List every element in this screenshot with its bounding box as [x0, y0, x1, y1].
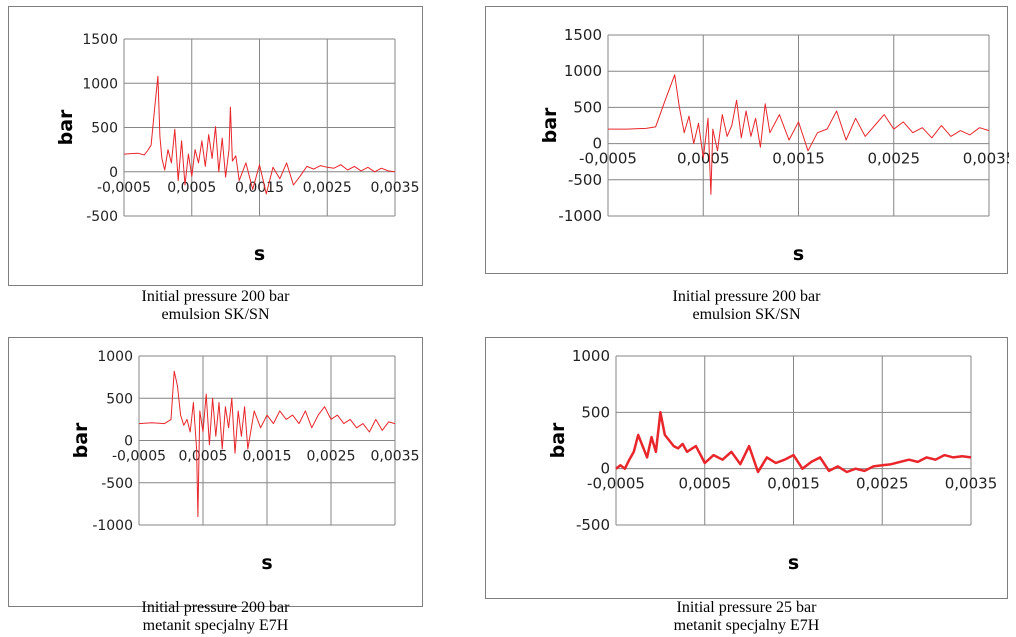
x-tick-label: -0,0005: [579, 150, 637, 168]
y-tick-label: -500: [576, 516, 610, 534]
y-tick-label: 1500: [82, 32, 118, 48]
chart-caption: Initial pressure 200 bar emulsion SK/SN: [485, 288, 1008, 324]
x-axis-label: s: [261, 552, 272, 574]
chart-panel: 1000 500 0 -500 -1000 -0,0005 0,0005 0,0015 0,00…: [8, 337, 423, 607]
x-tick-label: 0,0005: [677, 150, 730, 168]
y-tick-label: -500: [568, 171, 602, 189]
y-tick-label: 1000: [97, 349, 133, 365]
chart-caption: Initial pressure 200 bar metanit specjal…: [8, 599, 423, 635]
chart-caption: Initial pressure 200 bar emulsion SK/SN: [8, 288, 423, 324]
y-tick-label: -1000: [558, 207, 602, 225]
y-tick-label: 500: [581, 403, 610, 421]
y-tick-label: 0: [109, 165, 118, 181]
x-tick-label: 0,0035: [371, 180, 420, 196]
x-tick-label: -0,0005: [587, 475, 645, 493]
y-tick-label: -500: [86, 209, 118, 225]
y-tick-label: 500: [573, 98, 602, 116]
chart-panel: 1500 1000 500 0 -500 -1000 -0,0005 0,0005 0,0015…: [485, 6, 1009, 274]
x-tick-label: 0,0025: [868, 150, 921, 168]
x-tick-label: 0,0015: [772, 150, 825, 168]
x-tick-label: 0,0005: [679, 475, 732, 493]
series-line: [138, 370, 396, 518]
y-axis-label: bar: [547, 422, 569, 458]
caption-line-1: Initial pressure 200 bar: [141, 599, 290, 616]
x-axis-label: s: [788, 552, 799, 574]
series-line: [608, 74, 990, 195]
y-tick-label: 500: [91, 121, 118, 137]
x-tick-label: 0,0015: [767, 475, 820, 493]
y-tick-label: 0: [592, 135, 602, 153]
x-tick-label: -0,0005: [112, 449, 166, 465]
y-tick-label: 1000: [572, 347, 610, 365]
x-tick-label: 0,0025: [303, 180, 352, 196]
x-tick-label: 0,0015: [243, 449, 292, 465]
y-axis-label: bar: [539, 107, 561, 143]
chart-svg: 1500 1000 500 0 -500 -1000 -0,0005 0,0005 0,0015…: [539, 26, 1009, 265]
y-tick-label: 1000: [564, 62, 602, 80]
caption-line-1: Initial pressure 25 bar: [676, 599, 817, 616]
caption-line-2: emulsion SK/SN: [161, 306, 270, 323]
y-tick-label: 0: [600, 460, 610, 478]
x-tick-label: 0,0035: [371, 449, 420, 465]
y-tick-label: -500: [101, 476, 133, 492]
x-tick-label: 0,0025: [307, 449, 356, 465]
y-axis-label: bar: [70, 422, 92, 458]
caption-line-2: metanit specjalny E7H: [673, 617, 820, 634]
x-tick-label: 0,0025: [856, 475, 909, 493]
caption-line-1: Initial pressure 200 bar: [672, 288, 821, 305]
x-tick-label: 0,0015: [235, 180, 284, 196]
series-line: [615, 411, 972, 474]
y-tick-label: 0: [124, 434, 133, 450]
x-tick-label: -0,0005: [97, 180, 151, 196]
caption-line-2: metanit specjalny E7H: [142, 617, 289, 634]
caption-line-2: emulsion SK/SN: [692, 306, 801, 323]
y-tick-label: 500: [106, 391, 133, 407]
chart-panel: 1000 500 0 -500 -0,0005 0,0005 0,0015 0,0025 0,0…: [485, 337, 1008, 599]
x-tick-label: 0,0035: [963, 150, 1009, 168]
x-tick-label: 0,0005: [167, 180, 216, 196]
caption-line-1: Initial pressure 200 bar: [141, 288, 290, 305]
chart-panel: 1500 1000 500 0 -500 -0,0005 0,0005 0,0015 0,002…: [8, 6, 423, 286]
chart-svg: 1500 1000 500 0 -500 -0,0005 0,0005 0,0015 0,002…: [55, 32, 420, 265]
x-tick-label: 0,0035: [945, 475, 998, 493]
series-line: [123, 75, 396, 195]
y-axis-label: bar: [55, 109, 77, 145]
y-tick-label: 1000: [82, 76, 118, 92]
x-tick-label: 0,0005: [179, 449, 228, 465]
chart-svg: 1000 500 0 -500 -1000 -0,0005 0,0005 0,0015 0,00…: [70, 349, 420, 574]
y-tick-label: 1500: [564, 26, 602, 44]
x-axis-label: s: [793, 243, 804, 265]
chart-svg: 1000 500 0 -500 -0,0005 0,0005 0,0015 0,0025 0,0…: [547, 347, 998, 574]
x-axis-label: s: [254, 243, 265, 265]
y-tick-label: -1000: [92, 518, 133, 534]
chart-caption: Initial pressure 25 bar metanit specjaln…: [485, 599, 1008, 635]
